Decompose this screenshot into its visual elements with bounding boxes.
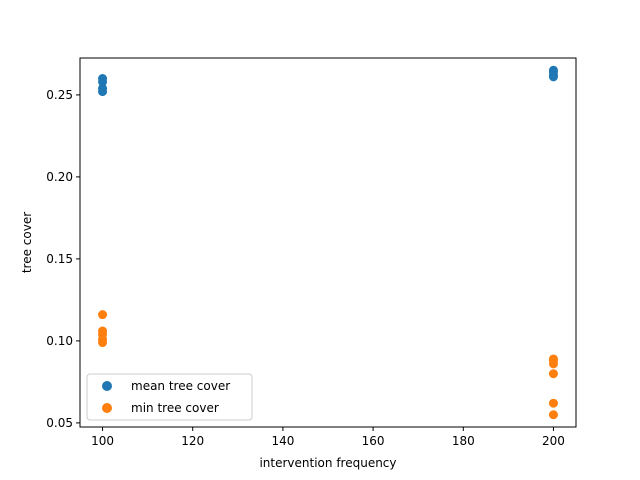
x-ticks: 100 120 140 160 180 200: [91, 427, 565, 448]
point-min-tree-cover-0: [98, 310, 108, 320]
x-tick-label: 180: [452, 434, 475, 448]
point-min-tree-cover-4: [98, 338, 108, 348]
y-tick-label: 0.05: [46, 416, 73, 430]
x-tick-label: 140: [271, 434, 294, 448]
point-min-tree-cover-10: [548, 410, 558, 420]
y-tick-label: 0.10: [46, 334, 73, 348]
point-min-tree-cover-7: [548, 359, 558, 369]
legend: mean tree cover min tree cover: [86, 373, 253, 421]
plot-area: [80, 58, 576, 427]
x-tick-label: 160: [362, 434, 385, 448]
point-mean-tree-cover-3: [98, 87, 108, 97]
legend-label-mean-tree-cover: mean tree cover: [131, 379, 230, 393]
x-tick-label: 200: [542, 434, 565, 448]
y-tick-label: 0.15: [46, 252, 73, 266]
legend-label-min-tree-cover: min tree cover: [131, 401, 219, 415]
point-mean-tree-cover-1: [98, 77, 108, 87]
points-layer: [98, 65, 558, 420]
point-min-tree-cover-9: [548, 398, 558, 408]
y-tick-label: 0.25: [46, 88, 73, 102]
plot-frame: [79, 57, 577, 428]
x-axis-label: intervention frequency: [259, 456, 396, 470]
y-ticks: 0.05 0.10 0.15 0.20 0.25: [46, 88, 80, 430]
legend-box: [86, 373, 253, 421]
legend-marker-mean-tree-cover: [102, 381, 112, 391]
point-min-tree-cover-8: [548, 369, 558, 379]
y-tick-label: 0.20: [46, 170, 73, 184]
y-axis-label: tree cover: [20, 212, 34, 273]
x-tick-label: 100: [91, 434, 114, 448]
point-mean-tree-cover-7: [548, 72, 558, 82]
x-tick-label: 120: [181, 434, 204, 448]
legend-marker-min-tree-cover: [102, 403, 112, 413]
